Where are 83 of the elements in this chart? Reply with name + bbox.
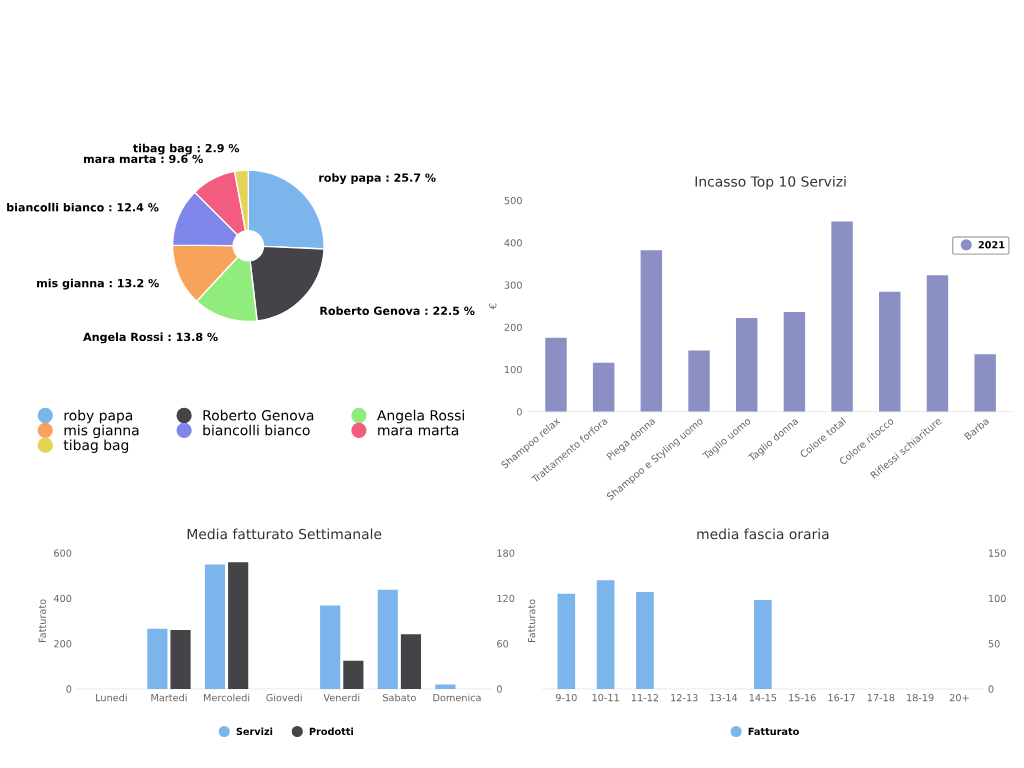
- y-tick-label: 0: [516, 408, 522, 416]
- legend-label: Angela Rossi: [377, 409, 464, 424]
- data-label: Roberto Genova : 22.5 %: [320, 306, 475, 315]
- bar: [831, 221, 853, 412]
- x-tick-label: Lunedi: [96, 693, 127, 702]
- legend-label: Roberto Genova: [203, 409, 314, 421]
- y-tick-label: 200: [54, 640, 72, 648]
- y2-tick-label: 0: [988, 685, 994, 693]
- x-tick-label: 15-16: [789, 693, 816, 702]
- legend-label: Fatturato: [748, 727, 799, 736]
- bar: [879, 291, 901, 412]
- legend-label: biancolli bianco: [203, 424, 310, 436]
- bar: [343, 660, 364, 689]
- legend-label: mara marta: [378, 425, 459, 436]
- x-tick-label: 13-14: [710, 693, 738, 702]
- data-label: tibag bag : 2.9 %: [132, 143, 240, 155]
- legend-label: 2021: [978, 241, 1005, 249]
- y2-tick-label: 0: [497, 685, 502, 693]
- x-tick-label: Venerdi: [323, 693, 360, 702]
- y-axis-title: €: [489, 303, 497, 310]
- chart-title: Incasso Top 10 Servizi: [695, 176, 846, 190]
- bar: [400, 634, 422, 689]
- bar: [735, 317, 758, 412]
- x-tick-label: 9-10: [555, 693, 577, 702]
- bar: [636, 591, 654, 689]
- y-axis-title: Fatturato: [528, 599, 536, 643]
- bar: [688, 350, 710, 412]
- chart-title: media fascia oraria: [697, 528, 829, 540]
- y2-tick-label: 120: [497, 594, 515, 603]
- legend-label: tibag bag: [63, 439, 129, 453]
- x-tick-label: 14-15: [749, 694, 777, 702]
- x-tick-label: 11-12: [631, 693, 659, 702]
- y-tick-label: 300: [504, 281, 522, 289]
- bar: [435, 684, 456, 689]
- chart-title: Media fatturato Settimanale: [187, 528, 382, 540]
- bar: [377, 589, 398, 689]
- bar: [926, 275, 949, 412]
- x-tick-label: Domenica: [433, 693, 481, 702]
- x-tick-label: 16-17: [828, 693, 855, 702]
- bar: [545, 337, 567, 412]
- y-tick-label: 200: [504, 323, 522, 331]
- y-tick-label: 400: [504, 239, 522, 247]
- y2-tick-label: 50: [988, 640, 1000, 648]
- y-tick-label: 500: [504, 196, 522, 205]
- data-label: biancolli bianco : 12.4 %: [7, 202, 159, 212]
- y-tick-label: 0: [66, 685, 72, 693]
- legend-label: mis gianna: [64, 424, 139, 439]
- bar: [170, 629, 191, 689]
- x-tick-label: 18-19: [907, 693, 934, 702]
- x-tick-label: 20+: [949, 693, 969, 702]
- y2-tick-label: 60: [497, 640, 509, 648]
- y2-tick-label: 180: [497, 549, 515, 557]
- x-tick-label: Martedi: [151, 693, 187, 702]
- x-tick-label: 17-18: [867, 693, 895, 702]
- y-axis-title: Fatturato: [38, 599, 46, 643]
- bar: [974, 354, 996, 412]
- bar: [228, 562, 249, 689]
- bar: [783, 311, 806, 412]
- bar: [592, 362, 615, 412]
- data-label: mis gianna : 13.2 %: [37, 278, 159, 290]
- legend-label: roby papa: [64, 409, 133, 424]
- y-tick-label: 600: [54, 549, 72, 557]
- data-label: mara marta : 9.6 %: [84, 154, 203, 164]
- y-tick-label: 100: [505, 365, 522, 374]
- y2-tick-label: 150: [988, 549, 1006, 557]
- x-tick-label: Mercoledi: [204, 693, 250, 702]
- y-tick-label: 400: [53, 594, 72, 603]
- y2-tick-label: 100: [988, 594, 1006, 603]
- x-tick-label: 10-11: [592, 693, 619, 702]
- bar: [204, 564, 226, 689]
- x-tick-label: 12-13: [671, 693, 698, 702]
- bar: [557, 593, 576, 689]
- data-label: roby papa : 25.7 %: [319, 173, 436, 185]
- bar: [640, 250, 663, 412]
- bar: [754, 600, 772, 689]
- data-label: Angela Rossi : 13.8 %: [83, 332, 218, 344]
- bar: [320, 605, 341, 689]
- legend-label: Servizi: [236, 727, 273, 736]
- x-tick-label: Sabato: [382, 693, 416, 702]
- bar: [596, 580, 615, 689]
- bar: [147, 628, 168, 689]
- x-tick-label: Giovedi: [266, 693, 302, 702]
- legend-label: Prodotti: [309, 727, 353, 736]
